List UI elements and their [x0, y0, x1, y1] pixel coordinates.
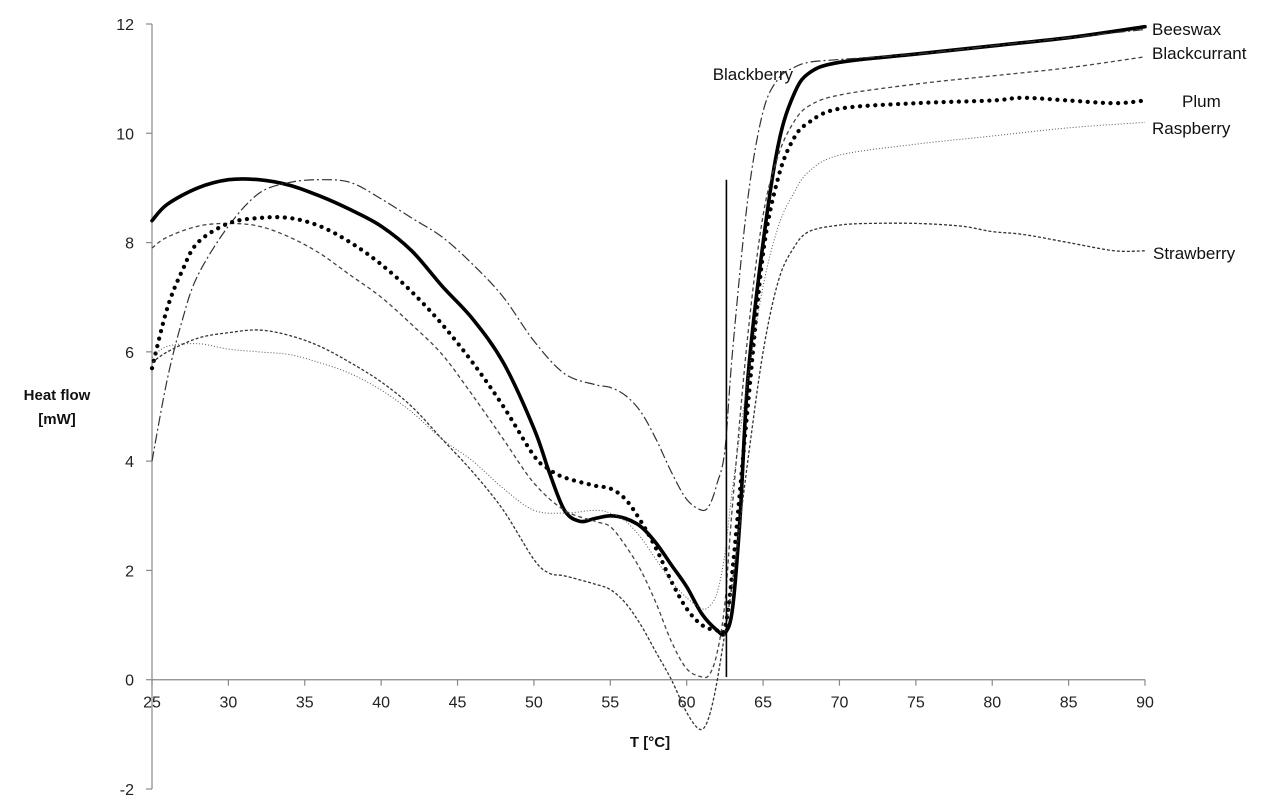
series-line-blackberry	[151, 28, 1146, 512]
x-tick-label: 35	[296, 695, 314, 712]
series-label-plum: Plum	[1182, 92, 1221, 111]
series-label-blackberry: Blackberry	[713, 65, 794, 84]
y-tick-label: 8	[125, 236, 134, 253]
series-label-blackcurrant: Blackcurrant	[1152, 44, 1247, 63]
series-layer	[149, 24, 1148, 731]
y-tick-label: 12	[116, 17, 134, 34]
y-tick-label: 10	[116, 126, 134, 143]
series-line-beeswax	[150, 24, 1147, 637]
y-tick-label: 4	[125, 454, 134, 471]
x-tick-label: 50	[525, 695, 543, 712]
series-line-blackcurrant	[151, 56, 1146, 679]
x-tick-label: 60	[678, 695, 696, 712]
x-tick-label: 85	[1060, 695, 1078, 712]
y-ticks: -2 0 2 4 6 8 10 12	[116, 17, 152, 796]
series-line-plum	[149, 95, 1148, 636]
x-tick-label: 90	[1136, 695, 1154, 712]
x-tick-label: 45	[449, 695, 467, 712]
x-tick-label: 65	[754, 695, 772, 712]
series-label-raspberry: Raspberry	[1152, 119, 1231, 138]
y-tick-label: 2	[125, 563, 134, 580]
x-tick-label: 70	[831, 695, 849, 712]
y-axis-title-line2: [mW]	[38, 411, 76, 428]
y-tick-label: 0	[125, 673, 134, 690]
series-labels: Beeswax Blackcurrant Plum Raspberry Strawber…	[713, 20, 1247, 263]
x-tick-label: 80	[983, 695, 1001, 712]
x-tick-label: 40	[372, 695, 390, 712]
x-ticks: 25 30 35 40 45 50 55 60 65 70 75 80 85 90	[143, 679, 1154, 712]
series-label-beeswax: Beeswax	[1152, 20, 1221, 39]
y-axis-title-line1: Heat flow	[24, 387, 91, 404]
x-tick-label: 30	[219, 695, 237, 712]
x-axis-title: T [°C]	[630, 734, 670, 751]
y-tick-label: -2	[120, 782, 134, 796]
series-label-strawberry: Strawberry	[1153, 244, 1236, 263]
x-tick-label: 25	[143, 695, 161, 712]
y-tick-label: 6	[125, 345, 134, 362]
x-tick-label: 75	[907, 695, 925, 712]
axes	[151, 24, 1145, 789]
series-line-strawberry	[151, 222, 1146, 731]
x-tick-label: 55	[601, 695, 619, 712]
